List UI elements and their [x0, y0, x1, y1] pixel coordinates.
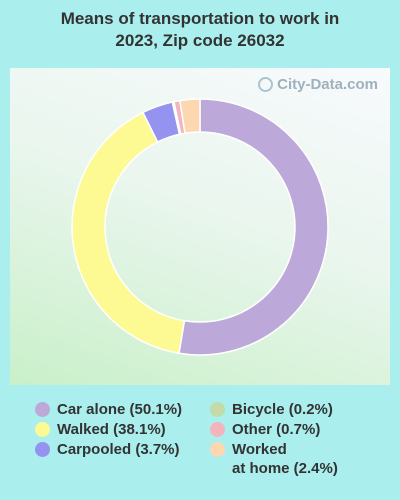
legend-item-other: Other (0.7%): [210, 420, 338, 439]
legend-swatch-car-alone: [35, 402, 50, 417]
legend-item-carpooled: Carpooled (3.7%): [35, 440, 182, 459]
legend-swatch-carpooled: [35, 442, 50, 457]
legend-label-carpooled: Carpooled (3.7%): [57, 441, 180, 458]
plot-area: City-Data.com: [10, 68, 390, 385]
donut-slice-walked: [71, 111, 186, 355]
chart-title-line-2: 2023, Zip code 26032: [115, 31, 285, 50]
legend-label-other: Other (0.7%): [232, 421, 321, 438]
legend-label-car-alone: Car alone (50.1%): [57, 401, 183, 418]
legend-item-worked-at-home: Worked at home (2.4%): [210, 440, 338, 477]
donut-chart: [71, 98, 329, 356]
watermark: City-Data.com: [258, 76, 378, 93]
donut-slice-car-alone: [178, 98, 329, 356]
legend-swatch-bicycle: [210, 402, 225, 417]
chart-title: Means of transportation to work in 2023,…: [0, 8, 400, 52]
legend-column-left: Car alone (50.1%) Walked (38.1%) Carpool…: [35, 400, 182, 460]
donut-slice-worked-at-home: [178, 98, 201, 135]
legend-label-bicycle: Bicycle (0.2%): [232, 401, 333, 418]
legend-item-car-alone: Car alone (50.1%): [35, 400, 182, 419]
legend-item-walked: Walked (38.1%): [35, 420, 182, 439]
legend-label-worked-at-home-line-2: at home (2.4%): [232, 460, 338, 477]
legend: Car alone (50.1%) Walked (38.1%) Carpool…: [0, 400, 400, 490]
watermark-text: City-Data.com: [277, 76, 378, 93]
legend-item-bicycle: Bicycle (0.2%): [210, 400, 338, 419]
legend-label-walked: Walked (38.1%): [57, 421, 166, 438]
city-data-logo-icon: [258, 77, 274, 92]
legend-label-worked-at-home-line-1: Worked: [232, 441, 287, 458]
legend-swatch-other: [210, 422, 225, 437]
legend-swatch-worked-at-home: [210, 442, 225, 457]
legend-swatch-walked: [35, 422, 50, 437]
legend-column-right: Bicycle (0.2%) Other (0.7%) Worked at ho…: [210, 400, 338, 477]
chart-title-line-1: Means of transportation to work in: [60, 9, 340, 28]
